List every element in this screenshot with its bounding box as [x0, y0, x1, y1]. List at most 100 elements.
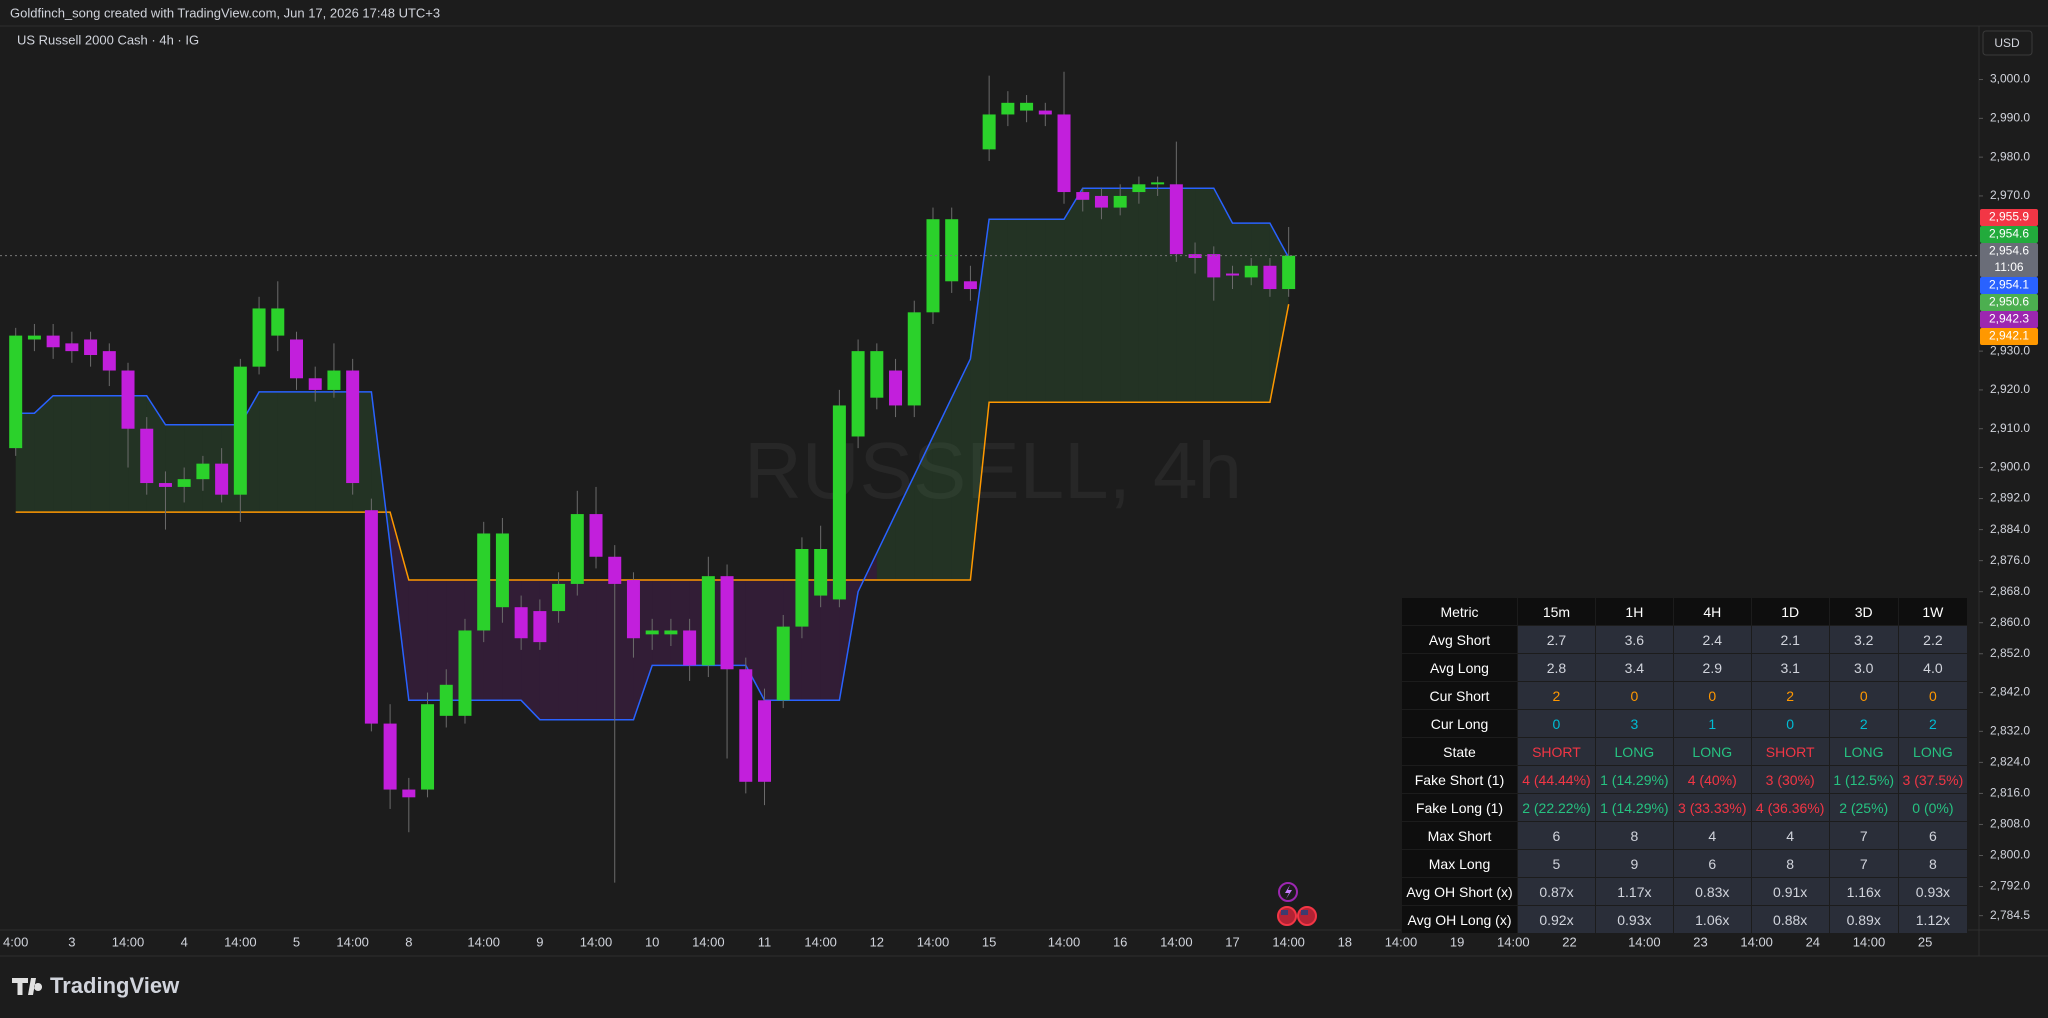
flag-icon[interactable]: [1297, 906, 1317, 926]
band-fill: [1120, 188, 1139, 403]
table-cell: 0.83x: [1672, 877, 1752, 906]
candle-body: [851, 351, 865, 437]
x-tick-label: 14:00: [1385, 934, 1418, 949]
y-tick-label: 2,884.0: [1990, 522, 2030, 536]
table-header-cell: 1H: [1594, 597, 1674, 626]
candle-body: [832, 405, 846, 600]
table-cell: 6: [1517, 821, 1596, 850]
y-tick-label: 2,792.0: [1990, 879, 2030, 893]
band-fill: [259, 391, 278, 513]
x-tick-label: 9: [536, 934, 543, 949]
table-row: Cur Long 0 3 1 0 2 2: [1401, 709, 1969, 738]
x-tick-label: 4: [181, 934, 188, 949]
y-tick-label: 2,816.0: [1990, 786, 2030, 800]
table-cell: 2.2: [1897, 625, 1969, 654]
candle-body: [982, 114, 996, 150]
x-tick-label: 14:00: [692, 934, 725, 949]
x-tick-label: 14:00: [112, 934, 145, 949]
row-label: Fake Long (1): [1401, 793, 1518, 822]
band-fill: [577, 580, 597, 720]
candle-body: [1076, 192, 1090, 200]
price-label: 2,942.3: [1989, 312, 2029, 326]
table-cell: 2.8: [1517, 653, 1596, 682]
table-cell: 6: [1672, 849, 1752, 878]
price-label: 2,954.1: [1989, 278, 2029, 292]
table-cell: 1 (14.29%): [1594, 765, 1674, 794]
band-fill: [1251, 223, 1270, 403]
row-label: Max Short: [1401, 821, 1518, 850]
y-tick-label: 2,860.0: [1990, 615, 2030, 629]
y-tick-label: 2,990.0: [1990, 111, 2030, 125]
candle-body: [739, 669, 753, 782]
candle-body: [514, 607, 528, 639]
candle-body: [327, 370, 341, 390]
flag-icon[interactable]: [1277, 906, 1297, 926]
stats-table: Metric 15m 1H 4H 1D 3D 1W Avg Short 2.7 3.6 2.4 2.1…: [1401, 597, 1969, 934]
currency-button[interactable]: [1982, 30, 2033, 56]
table-row: Max Long 5 9 6 8 7 8: [1401, 849, 1969, 878]
candle-body: [683, 630, 697, 666]
table-row: Avg OH Short (x) 0.87x 1.17x 0.83x 0.91x 1.16…: [1401, 877, 1969, 906]
candle-body: [570, 514, 584, 584]
table-cell: 2 (22.22%): [1517, 793, 1596, 822]
band-fill: [652, 580, 671, 666]
candle-body: [495, 533, 509, 608]
band-fill: [90, 395, 110, 513]
table-cell: 2.7: [1517, 625, 1596, 654]
table-cell: 3.4: [1594, 653, 1674, 682]
candle-body: [945, 219, 959, 282]
y-tick-label: 2,876.0: [1990, 553, 2030, 567]
candle-body: [177, 479, 191, 487]
table-cell: 2: [1897, 709, 1969, 738]
y-tick-label: 3,000.0: [1990, 72, 2030, 86]
table-cell: 2.4: [1672, 625, 1752, 654]
brand-logo: [12, 978, 43, 995]
table-header-cell: 1D: [1750, 597, 1830, 626]
price-label-box: [1980, 226, 2038, 243]
table-cell: 1.16x: [1828, 877, 1899, 906]
watermark: RUSSELL, 4h: [744, 426, 1242, 515]
price-label-box: [1980, 277, 2038, 294]
candle-body: [552, 583, 566, 612]
band-fill: [932, 397, 952, 581]
price-label: 2,954.6: [1989, 244, 2029, 258]
table-cell: 0: [1517, 709, 1596, 738]
price-label: 2,942.1: [1989, 329, 2029, 343]
y-tick-label: 2,842.0: [1990, 685, 2030, 699]
table-cell: 2 (25%): [1828, 793, 1899, 822]
x-tick-label: 17: [1225, 934, 1239, 949]
table-cell: 8: [1594, 821, 1674, 850]
table-cell: 0.92x: [1517, 905, 1596, 934]
band-fill: [951, 358, 971, 581]
x-tick-label: 14:00: [1160, 934, 1193, 949]
x-tick-label: 25: [1918, 934, 1932, 949]
indicator-line: [15, 304, 1290, 581]
band-fill: [558, 580, 578, 720]
table-cell: 3.6: [1594, 625, 1674, 654]
x-tick-label: 14:00: [336, 934, 369, 949]
table-cell: 5: [1517, 849, 1596, 878]
candle-body: [1001, 102, 1015, 115]
candle-body: [907, 312, 921, 406]
x-tick-label: 23: [1693, 934, 1707, 949]
candle-body: [963, 281, 977, 290]
x-tick-label: 14:00: [917, 934, 950, 949]
table-row: Avg OH Long (x) 0.92x 0.93x 1.06x 0.88x 0.89x…: [1401, 905, 1969, 934]
candle-body: [776, 626, 790, 701]
table-cell: LONG: [1594, 737, 1674, 766]
table-cell: 6: [1897, 821, 1969, 850]
price-label-box: [1980, 243, 2038, 277]
y-tick-label: 2,970.0: [1990, 188, 2030, 202]
currency-label[interactable]: USD: [1994, 36, 2020, 50]
x-tick-label: 14:00: [1272, 934, 1305, 949]
band-fill: [390, 512, 409, 701]
candle-body: [1207, 254, 1221, 278]
flag-canton: [1301, 910, 1308, 915]
band-fill: [34, 395, 54, 513]
table-cell: 0.88x: [1750, 905, 1830, 934]
candle-body: [1057, 114, 1071, 193]
table-cell: 4 (40%): [1672, 765, 1752, 794]
table-cell: 1 (14.29%): [1594, 793, 1674, 822]
table-cell: 0.89x: [1828, 905, 1899, 934]
band-fill: [408, 580, 428, 701]
